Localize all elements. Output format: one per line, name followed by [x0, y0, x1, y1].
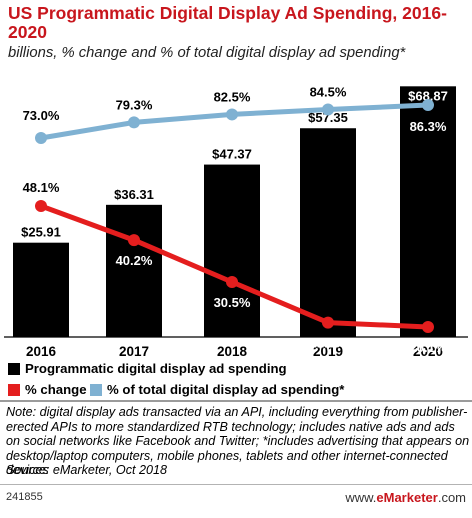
brand-name: eMarketer — [376, 490, 438, 505]
chart-id: 241855 — [6, 491, 43, 503]
chart-subtitle: billions, % change and % of total digita… — [8, 45, 406, 61]
bar-2019 — [300, 128, 356, 337]
legend-swatch-spending — [8, 362, 20, 375]
share-label-2017: 79.3% — [116, 97, 153, 112]
chart-source: Source: eMarketer, Oct 2018 — [6, 463, 168, 477]
brand-suffix: .com — [437, 490, 466, 505]
change-point-2017 — [128, 234, 140, 247]
share-point-2018 — [226, 108, 238, 121]
change-label-2020: 20.1% — [410, 340, 447, 355]
share-point-2019 — [322, 103, 334, 116]
x-tick-2019: 2019 — [313, 344, 343, 359]
change-label-2017: 40.2% — [116, 253, 153, 268]
bar-2017 — [106, 204, 162, 337]
brand-prefix: www. — [345, 490, 377, 505]
share-point-2017 — [128, 116, 140, 129]
share-label-2019: 84.5% — [310, 84, 347, 99]
brand-logo: www.eMarketer.com — [345, 490, 466, 505]
legend-label-spending: Programmatic digital display ad spending — [25, 361, 287, 376]
change-point-2019 — [322, 316, 334, 329]
bar-label-2017: $36.31 — [114, 187, 154, 202]
x-tick-2020: 2020 — [413, 344, 443, 359]
change-label-2016: 48.1% — [23, 180, 60, 195]
bar-2020 — [400, 86, 456, 337]
legend-item-change: % change — [8, 382, 87, 397]
x-tick-2016: 2016 — [26, 344, 57, 359]
change-point-2016 — [35, 200, 47, 212]
bar-label-2018: $47.37 — [212, 147, 252, 162]
share-label-2018: 82.5% — [214, 89, 251, 104]
legend-label-change: % change — [25, 382, 87, 397]
legend-label-share: % of total digital display ad spending* — [107, 382, 345, 397]
combo-chart: $25.91 $36.31 $47.37 $57.35 $68.87 2016 2017 20… — [4, 84, 468, 359]
share-label-2016: 73.0% — [23, 108, 60, 123]
change-point-2020 — [422, 320, 434, 333]
change-label-2019: 21.1% — [310, 336, 347, 351]
footer-divider — [0, 484, 472, 485]
bar-label-2020: $68.87 — [408, 88, 448, 103]
bar-2016 — [13, 242, 69, 337]
legend-swatch-change — [8, 383, 20, 396]
legend-item-share: % of total digital display ad spending* — [90, 382, 344, 397]
x-tick-2017: 2017 — [119, 344, 149, 359]
change-point-2018 — [226, 276, 238, 289]
legend-swatch-share — [90, 383, 102, 396]
x-tick-2018: 2018 — [217, 344, 248, 359]
bar-label-2019: $57.35 — [308, 110, 348, 125]
divider — [0, 400, 472, 402]
share-point-2016 — [35, 132, 47, 144]
chart-note: Note: digital display ads transacted via… — [6, 405, 470, 477]
change-label-2018: 30.5% — [214, 295, 251, 310]
legend-item-spending: Programmatic digital display ad spending — [8, 361, 287, 376]
bar-2018 — [204, 164, 260, 337]
share-label-2020: 86.3% — [410, 119, 447, 134]
share-point-2020 — [422, 99, 434, 112]
chart-title: US Programmatic Digital Display Ad Spend… — [8, 3, 447, 42]
bar-label-2016: $25.91 — [21, 225, 61, 240]
